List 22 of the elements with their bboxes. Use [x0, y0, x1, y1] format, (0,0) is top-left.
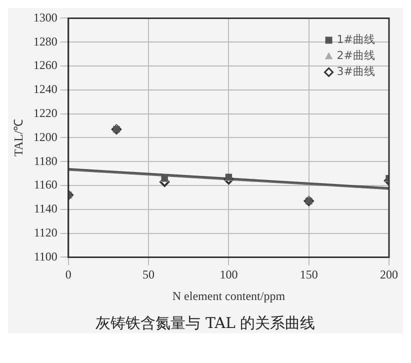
legend-label: 3#曲线 — [336, 65, 376, 78]
x-axis-title: N element content/ppm — [172, 288, 286, 303]
x-tick-label: 50 — [142, 268, 155, 282]
x-tick-label: 100 — [220, 268, 238, 282]
y-tick-label: 1160 — [34, 178, 58, 192]
y-tick-label: 1200 — [33, 130, 58, 144]
y-tick-label: 1120 — [34, 225, 58, 240]
y-tick-label: 1240 — [33, 82, 58, 96]
y-tick-label: 1140 — [34, 202, 58, 216]
y-tick-label: 1260 — [33, 58, 58, 72]
legend-label: 1#曲线 — [336, 33, 376, 46]
text: 灰铸铁含氮量与 TAL 的关系曲线 — [94, 314, 316, 333]
legend-label: 2#曲线 — [336, 49, 376, 62]
x-tick-label: 150 — [300, 268, 318, 282]
y-tick-label: 1180 — [34, 154, 58, 168]
y-tick-label: 1220 — [33, 106, 58, 120]
y-tick-label: 1300 — [33, 10, 58, 24]
y-axis-title: TAL/℃ — [11, 118, 26, 157]
x-tick-label: 200 — [380, 268, 398, 282]
y-tick-label: 1100 — [34, 249, 58, 264]
y-tick-label: 1280 — [33, 34, 58, 48]
x-tick-label: 0 — [65, 268, 72, 282]
